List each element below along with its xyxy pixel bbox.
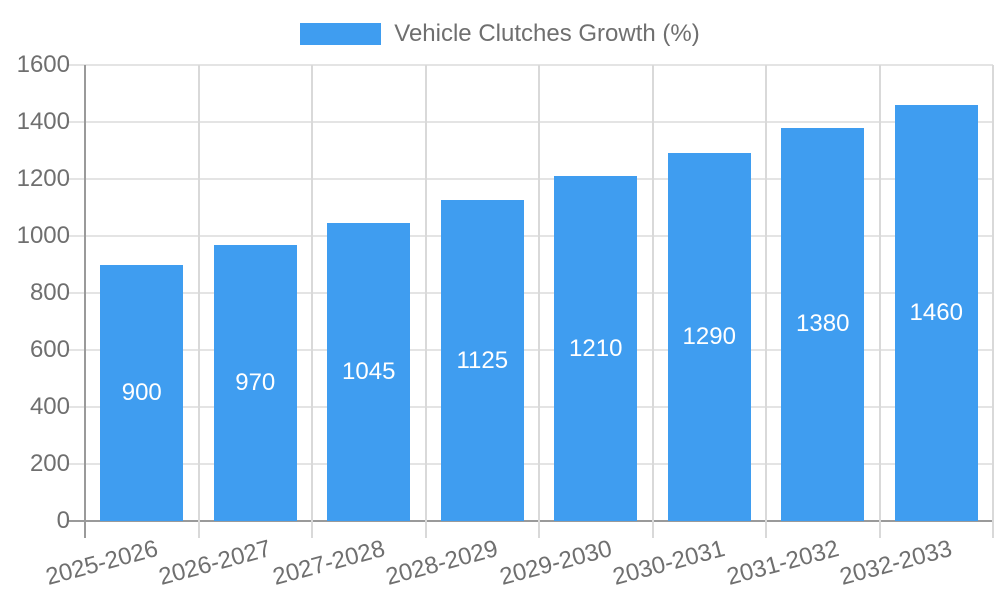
bar[interactable]: 970 bbox=[213, 244, 297, 521]
x-axis-tick bbox=[197, 521, 200, 538]
bar-value-label: 970 bbox=[235, 368, 276, 396]
bar-value-label: 1380 bbox=[796, 310, 850, 338]
y-axis-tick-label: 1000 bbox=[16, 222, 70, 249]
y-gridline bbox=[67, 349, 993, 351]
y-axis-tick-label: 600 bbox=[29, 336, 70, 363]
bar-value-label: 900 bbox=[121, 378, 162, 406]
x-gridline bbox=[765, 65, 767, 521]
y-gridline bbox=[67, 64, 993, 66]
legend-swatch bbox=[300, 23, 382, 45]
x-axis-tick bbox=[424, 521, 427, 538]
bar-value-label: 1210 bbox=[569, 334, 623, 362]
x-axis-category-label: 2028-2029 bbox=[383, 535, 502, 591]
x-axis-category-label: 2032-2033 bbox=[837, 535, 956, 591]
x-gridline bbox=[538, 65, 540, 521]
x-gridline bbox=[424, 65, 427, 521]
y-axis-tick-label: 1600 bbox=[16, 51, 70, 78]
y-axis-tick-label: 800 bbox=[29, 279, 70, 306]
y-gridline bbox=[67, 406, 993, 408]
x-gridline bbox=[992, 65, 994, 521]
y-axis-tick-label: 1400 bbox=[16, 108, 70, 135]
bar-value-label: 1460 bbox=[909, 298, 963, 326]
x-axis-tick bbox=[878, 521, 881, 538]
y-axis-tick-label: 200 bbox=[29, 450, 70, 477]
bar[interactable]: 1460 bbox=[894, 104, 978, 521]
x-axis-tick bbox=[992, 521, 994, 538]
x-gridline bbox=[197, 65, 200, 521]
x-axis-category-label: 2025-2026 bbox=[42, 535, 161, 591]
x-axis-category-label: 2029-2030 bbox=[496, 535, 615, 591]
y-gridline bbox=[67, 292, 993, 294]
bar-value-label: 1045 bbox=[342, 358, 396, 386]
x-axis-category-label: 2030-2031 bbox=[610, 535, 729, 591]
y-gridline bbox=[67, 463, 993, 465]
legend-item[interactable]: Vehicle Clutches Growth (%) bbox=[0, 20, 1000, 48]
y-axis-line bbox=[84, 65, 86, 538]
bar[interactable]: 1290 bbox=[667, 153, 751, 521]
bar[interactable]: 1210 bbox=[554, 176, 638, 521]
legend-label: Vehicle Clutches Growth (%) bbox=[394, 20, 700, 47]
bar-value-label: 1125 bbox=[456, 346, 509, 374]
y-gridline bbox=[67, 121, 993, 123]
y-axis-tick-label: 400 bbox=[29, 393, 70, 420]
x-gridline bbox=[311, 65, 313, 521]
x-axis-category-label: 2031-2032 bbox=[723, 535, 842, 591]
x-axis-tick bbox=[311, 521, 313, 538]
bar[interactable]: 1125 bbox=[440, 200, 524, 521]
y-axis-tick-label: 1200 bbox=[16, 165, 70, 192]
bar[interactable]: 1380 bbox=[781, 127, 865, 521]
x-axis-tick bbox=[651, 521, 654, 538]
x-axis-tick bbox=[538, 521, 540, 538]
x-axis-category-label: 2026-2027 bbox=[156, 535, 275, 591]
x-axis-baseline bbox=[67, 520, 993, 522]
x-gridline bbox=[651, 65, 654, 521]
x-axis-category-label: 2027-2028 bbox=[269, 535, 388, 591]
bar[interactable]: 1045 bbox=[327, 223, 411, 521]
bar-value-label: 1290 bbox=[682, 323, 736, 351]
y-gridline bbox=[67, 178, 993, 180]
bar[interactable]: 900 bbox=[100, 264, 184, 521]
x-gridline bbox=[878, 65, 881, 521]
y-axis-tick-label: 0 bbox=[56, 507, 70, 534]
y-gridline bbox=[67, 235, 993, 237]
x-axis-tick bbox=[765, 521, 767, 538]
